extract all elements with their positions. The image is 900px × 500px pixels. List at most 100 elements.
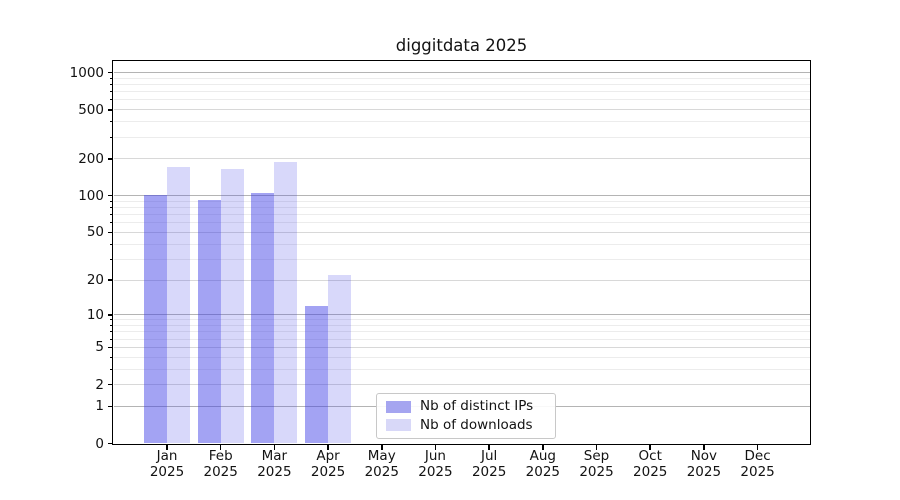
x-tick-label: Apr 2025	[310, 448, 346, 480]
x-tick-label: Feb 2025	[203, 448, 238, 480]
y-minor-tick-mark	[109, 356, 112, 358]
x-tick-mark	[703, 445, 705, 450]
gridline-minor	[113, 319, 810, 321]
y-minor-tick-mark	[109, 91, 112, 93]
y-tick-mark	[107, 346, 112, 349]
legend-swatch-downloads	[386, 419, 411, 431]
gridline-labeled	[113, 279, 810, 281]
y-tick-mark	[107, 383, 112, 386]
x-tick-label: Aug 2025	[525, 448, 560, 480]
gridline-minor	[113, 136, 810, 138]
y-tick-mark	[107, 442, 112, 445]
gridline-minor	[113, 331, 810, 333]
y-tick-label: 0	[95, 435, 104, 452]
y-minor-tick-mark	[109, 207, 112, 209]
y-tick-mark	[107, 314, 112, 316]
gridline-minor	[113, 84, 810, 86]
y-minor-tick-mark	[109, 368, 112, 370]
legend-label-distinct-ips: Nb of distinct IPs	[420, 398, 534, 415]
x-tick-label: Dec 2025	[740, 448, 775, 480]
y-minor-tick-mark	[109, 319, 112, 321]
gridline-minor	[113, 121, 810, 123]
y-tick-label: 100	[78, 187, 104, 204]
y-tick-mark	[107, 71, 112, 74]
gridline-minor	[113, 356, 810, 358]
y-tick-label: 1000	[69, 64, 104, 81]
gridline-labeled	[113, 109, 810, 111]
y-tick-label: 20	[86, 272, 104, 289]
x-tick-label: Nov 2025	[686, 448, 722, 480]
bar-feb-downloads	[220, 168, 244, 444]
gridline-minor	[113, 214, 810, 216]
gridline-labeled	[113, 384, 810, 386]
bar-apr-distinct-ips	[305, 305, 329, 444]
bar-feb-distinct-ips	[197, 199, 221, 444]
legend-label-downloads: Nb of downloads	[420, 416, 533, 433]
y-minor-tick-mark	[109, 200, 112, 202]
x-tick-label: Jul 2025	[471, 448, 507, 480]
gridline-labeled	[113, 158, 810, 160]
y-minor-tick-mark	[109, 84, 112, 86]
gridline-minor	[113, 243, 810, 245]
gridline-major	[113, 195, 810, 197]
bar-mar-distinct-ips	[251, 193, 275, 444]
y-minor-tick-mark	[109, 338, 112, 340]
x-tick-mark	[327, 445, 329, 450]
bar-jan-downloads	[167, 167, 190, 444]
y-tick-mark	[107, 279, 112, 281]
x-tick-label: Mar 2025	[257, 448, 292, 480]
bar-jan-distinct-ips	[144, 194, 167, 444]
y-minor-tick-mark	[109, 136, 112, 138]
y-tick-mark	[107, 194, 112, 197]
x-tick-label: Jan 2025	[149, 448, 185, 480]
x-tick-mark	[649, 445, 651, 450]
x-tick-mark	[595, 445, 598, 450]
y-tick-label: 50	[86, 224, 104, 241]
y-tick-label: 200	[78, 150, 104, 167]
y-minor-tick-mark	[109, 243, 112, 245]
y-tick-label: 500	[78, 101, 104, 118]
gridline-minor	[113, 325, 810, 327]
y-minor-tick-mark	[109, 258, 112, 260]
gridline-labeled	[113, 346, 810, 348]
gridline-minor	[113, 99, 810, 101]
x-tick-mark	[756, 445, 759, 450]
y-tick-mark	[107, 231, 112, 234]
legend: Nb of distinct IPs Nb of downloads	[376, 393, 556, 439]
gridline-minor	[113, 368, 810, 370]
x-tick-mark	[219, 445, 222, 450]
legend-item-downloads: Nb of downloads	[386, 416, 546, 433]
chart-title: diggitdata 2025	[395, 36, 528, 55]
gridline-major	[113, 72, 810, 74]
gridline-minor	[113, 77, 810, 79]
legend-swatch-distinct-ips	[386, 401, 411, 413]
y-tick-label: 10	[86, 306, 104, 323]
gridline-minor	[113, 258, 810, 260]
legend-item-distinct-ips: Nb of distinct IPs	[386, 399, 546, 414]
x-tick-label: May 2025	[364, 448, 399, 480]
bar-apr-downloads	[328, 275, 352, 444]
y-tick-label: 5	[95, 339, 104, 356]
y-minor-tick-mark	[109, 99, 112, 101]
y-tick-label: 1	[95, 398, 104, 415]
bar-mar-downloads	[274, 161, 298, 444]
gridline-labeled	[113, 231, 810, 233]
gridline-minor	[113, 200, 810, 202]
y-tick-label: 2	[95, 376, 104, 393]
x-tick-label: Sep 2025	[579, 448, 614, 480]
x-tick-mark	[166, 445, 168, 450]
y-minor-tick-mark	[109, 77, 112, 79]
gridline-minor	[113, 338, 810, 340]
gridline-minor	[113, 91, 810, 93]
y-minor-tick-mark	[109, 325, 112, 327]
y-tick-mark	[107, 158, 112, 160]
y-tick-mark	[107, 109, 112, 111]
x-tick-label: Jun 2025	[418, 448, 453, 480]
gridline-minor	[113, 207, 810, 209]
y-minor-tick-mark	[109, 331, 112, 333]
x-tick-label: Oct 2025	[633, 448, 668, 480]
gridline-major	[113, 314, 810, 316]
x-tick-mark	[273, 445, 276, 450]
gridline-minor	[113, 222, 810, 224]
